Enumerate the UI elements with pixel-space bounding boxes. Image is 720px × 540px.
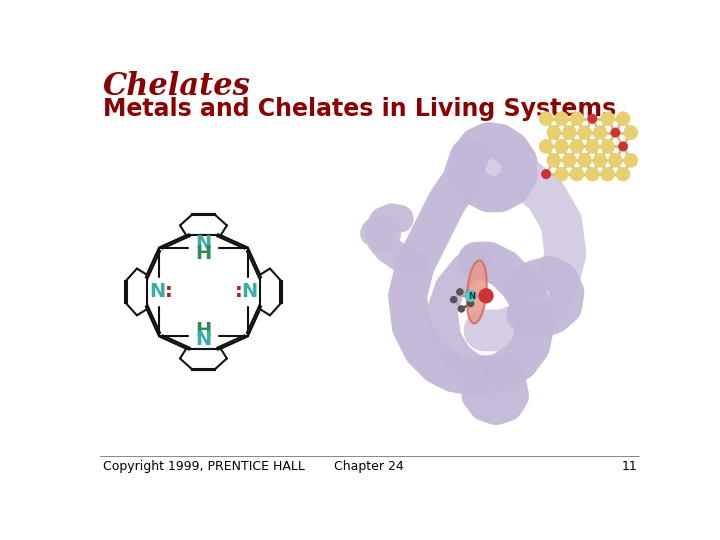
Circle shape (554, 139, 568, 153)
Circle shape (624, 153, 638, 167)
Circle shape (466, 291, 472, 296)
Text: :: : (235, 282, 243, 301)
Circle shape (608, 153, 622, 167)
Circle shape (600, 139, 615, 153)
Circle shape (593, 153, 607, 167)
Text: N: N (241, 282, 258, 301)
Circle shape (577, 153, 592, 167)
Circle shape (588, 114, 597, 123)
Circle shape (465, 291, 476, 301)
Circle shape (600, 112, 615, 126)
Text: H: H (195, 321, 212, 340)
Text: :: : (164, 282, 172, 301)
Circle shape (467, 300, 474, 307)
Circle shape (479, 289, 493, 303)
Text: N: N (149, 282, 166, 301)
Text: 11: 11 (621, 460, 637, 473)
Circle shape (593, 126, 607, 139)
Circle shape (570, 139, 584, 153)
Circle shape (539, 112, 553, 126)
Text: N: N (195, 330, 212, 349)
Circle shape (451, 296, 456, 303)
Text: N: N (468, 292, 475, 301)
Text: N: N (195, 234, 212, 253)
Text: Chapter 24: Chapter 24 (334, 460, 404, 473)
Ellipse shape (467, 260, 487, 323)
Circle shape (577, 126, 592, 139)
Circle shape (541, 170, 551, 179)
Text: H: H (195, 244, 212, 264)
Circle shape (618, 142, 628, 151)
Circle shape (624, 126, 638, 139)
Circle shape (616, 167, 630, 181)
Circle shape (539, 139, 553, 153)
Circle shape (570, 112, 584, 126)
Circle shape (570, 167, 584, 181)
Circle shape (562, 153, 576, 167)
Circle shape (554, 112, 568, 126)
Circle shape (585, 167, 599, 181)
Circle shape (459, 306, 464, 312)
Circle shape (585, 139, 599, 153)
Circle shape (547, 126, 561, 139)
Circle shape (456, 289, 463, 295)
Circle shape (600, 167, 615, 181)
Circle shape (547, 153, 561, 167)
Circle shape (562, 126, 576, 139)
Circle shape (616, 112, 630, 126)
Circle shape (554, 167, 568, 181)
Circle shape (611, 128, 620, 137)
Text: Chelates: Chelates (102, 71, 251, 102)
Text: Metals and Chelates in Living Systems: Metals and Chelates in Living Systems (102, 97, 616, 122)
Text: Copyright 1999, PRENTICE HALL: Copyright 1999, PRENTICE HALL (104, 460, 305, 473)
